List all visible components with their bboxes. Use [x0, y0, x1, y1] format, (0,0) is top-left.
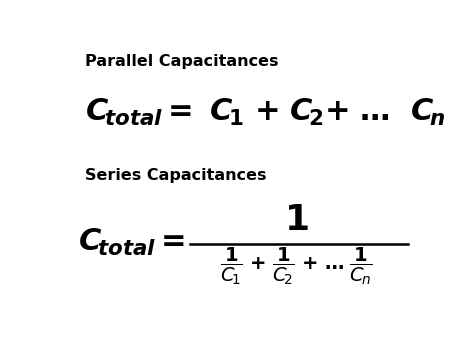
Text: Series Capacitances: Series Capacitances: [85, 168, 266, 183]
Text: $\boldsymbol{C}_{\!\boldsymbol{total}}\boldsymbol{=}\ \boldsymbol{C}_{\!\boldsym: $\boldsymbol{C}_{\!\boldsymbol{total}}\b…: [85, 97, 446, 129]
Text: Parallel Capacitances: Parallel Capacitances: [85, 54, 278, 69]
Text: $\dfrac{\boldsymbol{1}}{\boldsymbol{C_{\!1}}}\ \boldsymbol{+}\ \dfrac{\boldsymbo: $\dfrac{\boldsymbol{1}}{\boldsymbol{C_{\…: [220, 246, 373, 288]
Text: $\boldsymbol{C}_{\!\boldsymbol{total}}\boldsymbol{=}$: $\boldsymbol{C}_{\!\boldsymbol{total}}\b…: [78, 226, 185, 258]
Text: $\boldsymbol{1}$: $\boldsymbol{1}$: [284, 203, 309, 237]
